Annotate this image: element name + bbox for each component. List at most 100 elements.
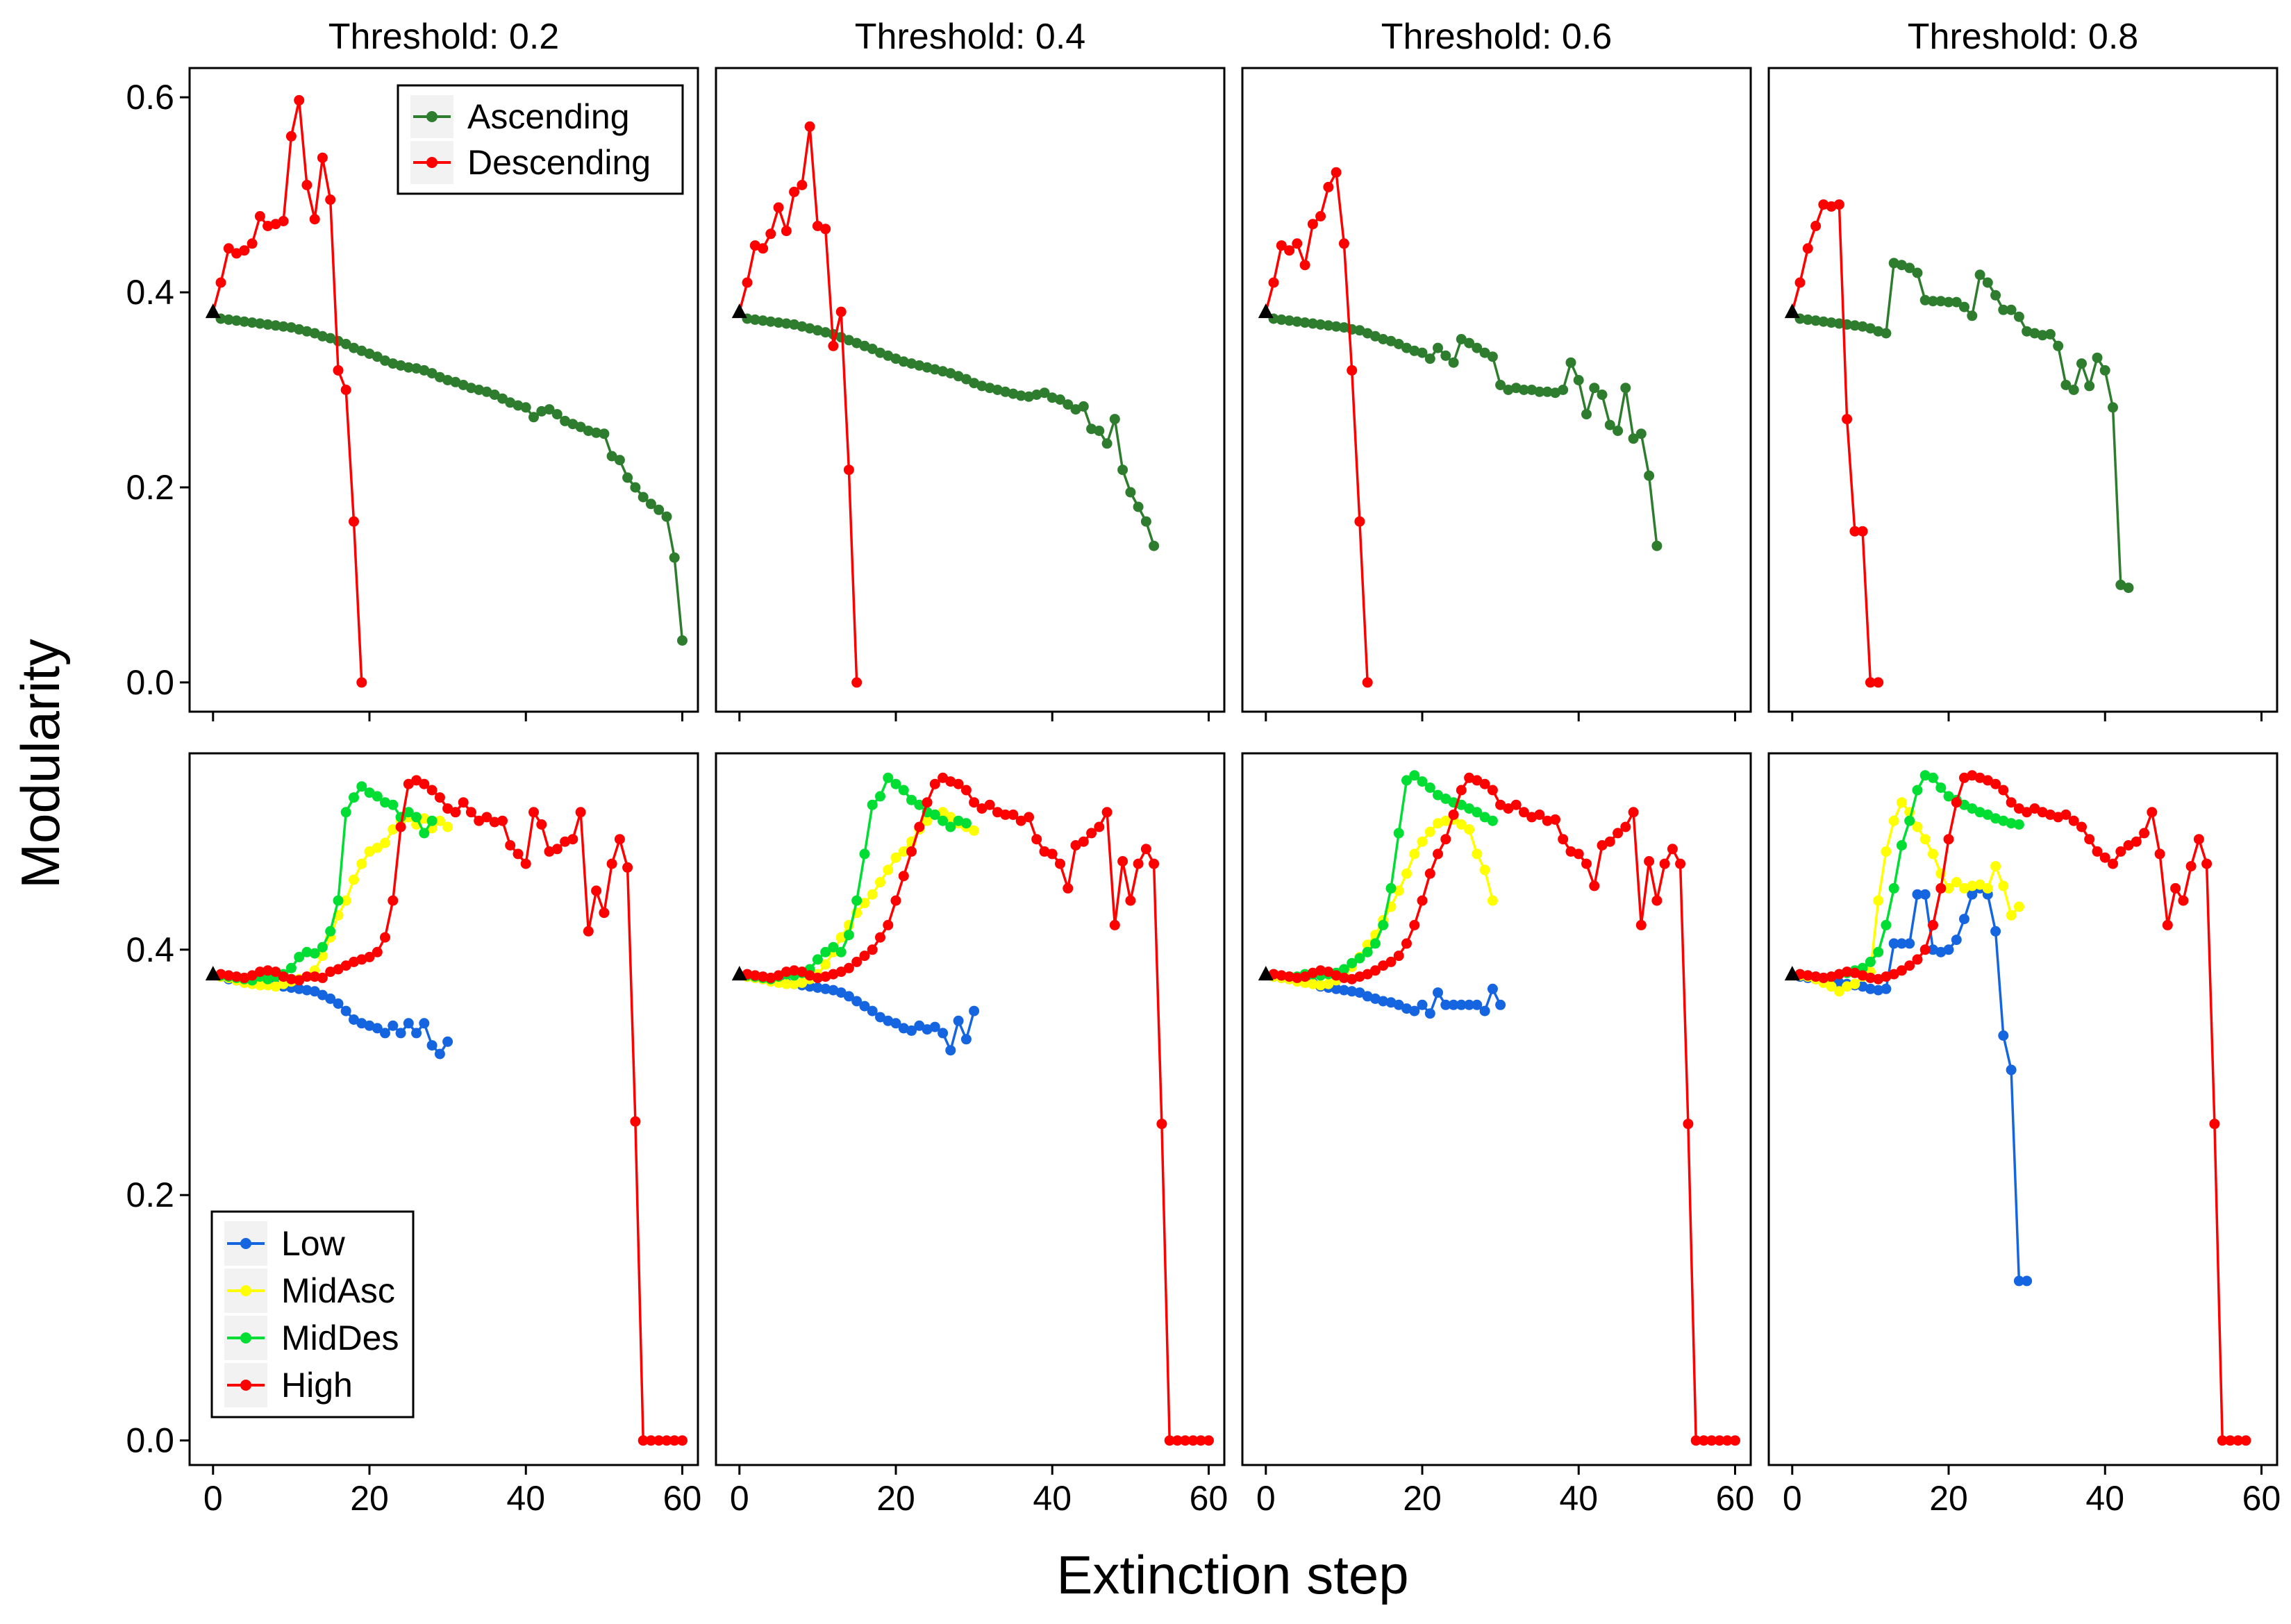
data-point-low: [804, 981, 815, 992]
data-point-middes: [1998, 815, 2009, 826]
data-point-high: [1149, 858, 1160, 869]
data-point-ascending: [1818, 316, 1829, 327]
data-point-high: [2201, 858, 2213, 869]
data-point-middes: [364, 787, 375, 798]
data-point-ascending: [804, 323, 815, 334]
data-point-high: [2123, 840, 2134, 851]
legend-key-point: [240, 1285, 251, 1296]
data-point-ascending: [843, 335, 854, 346]
data-point-high: [1109, 919, 1120, 930]
panel-frame: [1241, 67, 1752, 713]
data-point-high: [929, 778, 940, 789]
data-point-high: [247, 970, 258, 981]
data-point-low: [395, 1028, 406, 1039]
data-point-high: [1276, 970, 1287, 981]
data-point-high: [1659, 858, 1670, 869]
data-point-midasc: [1928, 848, 1938, 860]
data-point-ascending: [536, 405, 547, 417]
data-point-ascending: [1315, 319, 1326, 330]
data-point-ascending: [867, 344, 878, 354]
data-point-descending: [765, 228, 776, 240]
data-point-high: [2115, 846, 2126, 857]
facet-label: Threshold: 0.6: [1381, 17, 1612, 57]
data-point-ascending: [1417, 347, 1428, 358]
data-point-middes: [411, 812, 422, 823]
data-point-midasc: [1967, 880, 1978, 891]
panel-frame: [1241, 752, 1752, 1466]
x-tick-label: 0: [1783, 1479, 1802, 1518]
data-point-high: [1613, 828, 1624, 839]
data-point-high: [1323, 966, 1334, 978]
data-point-high: [551, 844, 563, 855]
data-point-high: [867, 944, 878, 955]
panel-frame: [715, 67, 1226, 713]
data-point-middes: [1347, 957, 1358, 969]
data-point-high: [1998, 785, 2009, 796]
data-point-low: [867, 1005, 878, 1016]
data-point-ascending: [1479, 347, 1490, 358]
data-point-high: [2170, 882, 2181, 894]
data-point-high: [1865, 972, 1876, 983]
data-point-low: [333, 998, 344, 1009]
data-point-middes: [859, 848, 870, 860]
data-point-ascending: [317, 330, 328, 342]
data-point-descending: [1842, 414, 1853, 425]
data-point-high: [1369, 965, 1381, 976]
data-point-low: [1881, 983, 1892, 994]
data-point-ascending: [411, 363, 422, 374]
data-point-midasc: [2013, 901, 2024, 912]
data-point-midasc: [1896, 797, 1907, 808]
data-point-low: [1347, 986, 1358, 997]
data-point-high: [1331, 970, 1342, 981]
data-point-high: [2013, 803, 2024, 814]
data-point-middes: [1487, 815, 1498, 826]
data-point-midasc: [1982, 882, 1993, 894]
data-point-middes: [851, 895, 863, 906]
data-point-ascending: [645, 499, 656, 510]
data-point-middes: [294, 951, 305, 962]
data-point-high: [938, 772, 949, 783]
data-point-ascending: [1865, 323, 1876, 334]
data-point-ascending: [294, 324, 305, 335]
data-point-middes: [317, 941, 328, 953]
data-point-descending: [317, 152, 328, 163]
data-point-high: [2006, 797, 2017, 808]
data-point-high: [2060, 809, 2072, 820]
data-point-ascending: [1031, 390, 1042, 400]
y-tick-label: 0.2: [126, 468, 174, 507]
data-point-middes: [1865, 956, 1876, 967]
data-point-ascending: [789, 319, 800, 330]
data-point-middes: [1440, 793, 1451, 804]
data-point-middes: [960, 818, 972, 829]
data-point-ascending: [380, 355, 390, 366]
data-point-ascending: [765, 316, 776, 327]
data-point-high: [2224, 1435, 2235, 1446]
data-point-high: [1635, 919, 1647, 930]
data-point-low: [1417, 999, 1428, 1010]
x-tick-label: 60: [1716, 1479, 1755, 1518]
data-point-ascending: [653, 504, 665, 515]
data-point-high: [1503, 803, 1514, 814]
data-point-midasc: [1424, 826, 1435, 837]
start-marker: [205, 966, 221, 981]
data-point-high: [2162, 919, 2173, 930]
data-point-high: [1086, 828, 1097, 839]
data-point-high: [333, 964, 344, 975]
y-tick-label: 0.2: [126, 1175, 174, 1214]
data-point-ascending: [1928, 296, 1938, 307]
data-point-midasc: [356, 858, 367, 869]
data-point-high: [458, 797, 469, 808]
data-point-high: [1495, 799, 1506, 810]
data-point-ascending: [1094, 426, 1105, 436]
data-point-high: [789, 965, 800, 976]
data-point-middes: [1464, 803, 1475, 814]
data-point-high: [960, 785, 972, 796]
legend-key-point: [240, 1380, 251, 1391]
data-point-ascending: [325, 333, 336, 344]
data-point-ascending: [513, 400, 524, 411]
data-point-ascending: [1125, 487, 1136, 498]
data-point-high: [2084, 834, 2095, 845]
data-point-middes: [953, 815, 964, 826]
legend-label: MidDes: [281, 1319, 399, 1357]
data-point-low: [812, 982, 823, 993]
